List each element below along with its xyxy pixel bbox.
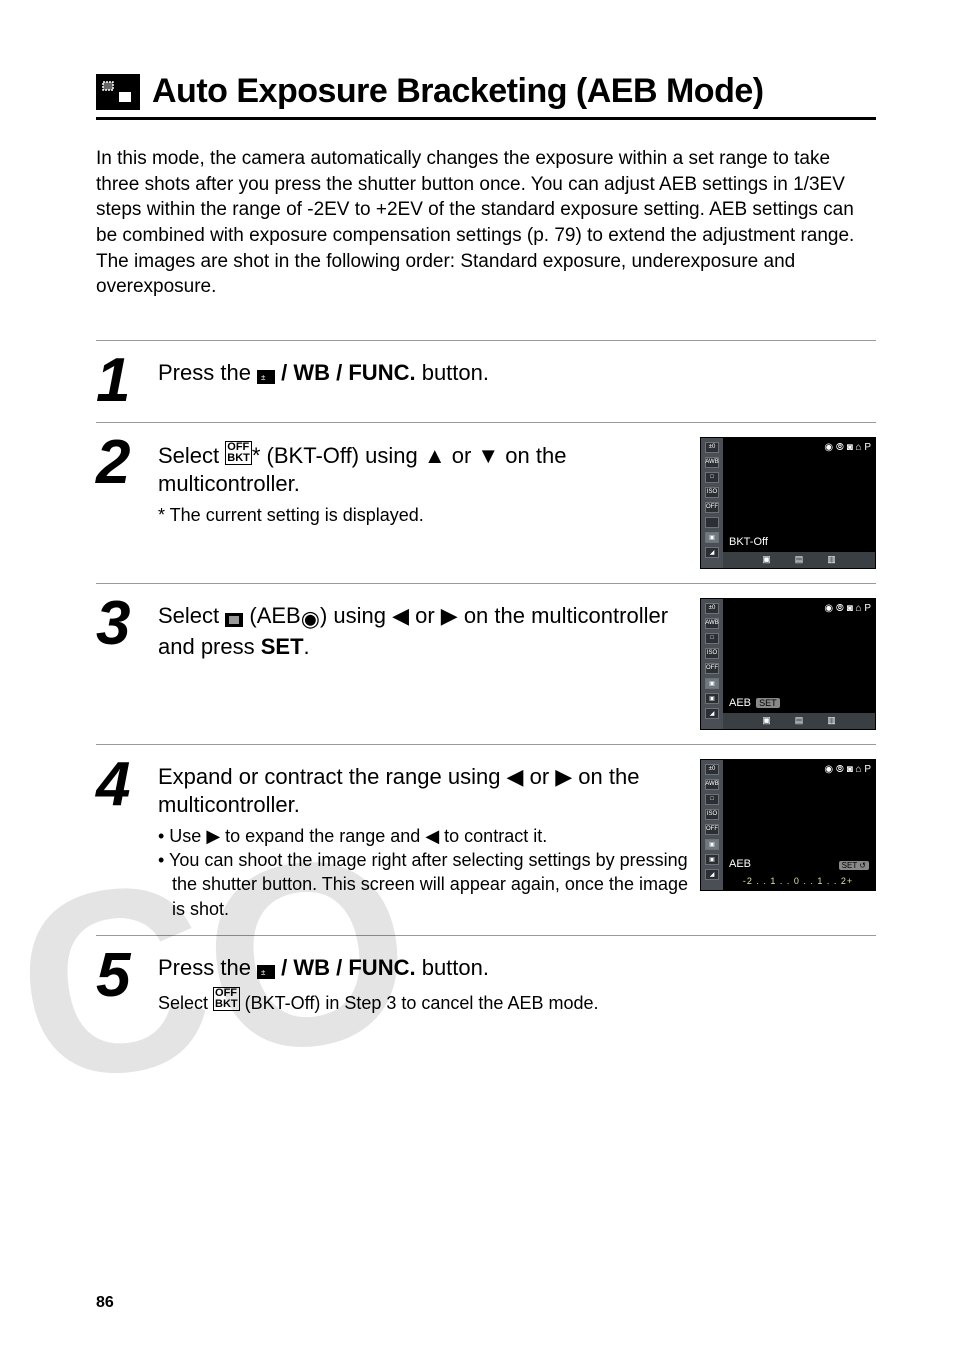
thumb-bottom-icon: ▣	[762, 554, 771, 565]
aeb-select-icon	[225, 613, 243, 627]
page-title-row: Auto Exposure Bracketing (AEB Mode)	[96, 72, 876, 120]
step-1-heading: Press the ± / WB / FUNC. button.	[158, 359, 876, 388]
step-4-heading: Expand or contract the range using ◀ or …	[158, 763, 692, 820]
thumb-top-right: ◉ ⦾ ◙ ⌂ P	[824, 442, 871, 453]
step-number: 4	[96, 759, 150, 812]
step-5-sub: Select OFFBKT (BKT-Off) in Step 3 to can…	[158, 987, 876, 1015]
ev-icon: ±	[257, 370, 275, 384]
step-5-heading: Press the ± / WB / FUNC. button.	[158, 954, 876, 983]
svg-text:±: ±	[261, 373, 266, 382]
step-1: 1 Press the ± / WB / FUNC. button.	[96, 340, 876, 422]
step-3-thumbnail: ±0 AWB □ ISO OFF ▣ ▣ ◢ ◉ ⦾ ◙ ⌂ P AEB SET…	[700, 598, 876, 730]
step-3-heading: Select (AEB◉) using ◀ or ▶ on the multic…	[158, 602, 692, 662]
thumb-bottom-icon: ▣	[762, 715, 771, 726]
thumb-bottom-bar: ▣ ▤ ▥	[723, 713, 875, 729]
svg-text:±: ±	[261, 968, 266, 977]
thumb-label: BKT-Off	[729, 536, 768, 548]
thumb-left-strip: ±0 AWB □ ISO OFF ▣ ▣ ◢	[701, 599, 723, 729]
step-4-thumbnail: ±0 AWB □ ISO OFF ▣ ▣ ◢ ◉ ⦾ ◙ ⌂ P AEB SET…	[700, 759, 876, 891]
thumb-ev-scale: -2 . . 1 . . 0 . . 1 . . 2+	[727, 876, 869, 886]
step-4: 4 Expand or contract the range using ◀ o…	[96, 744, 876, 935]
thumb-label: AEB SET	[729, 697, 780, 709]
thumb-bottom-icon: ▥	[827, 715, 836, 726]
step-5: 5 Press the ± / WB / FUNC. button. Selec…	[96, 935, 876, 1029]
step-4-bullet: • Use ▶ to expand the range and ◀ to con…	[158, 824, 692, 848]
step-2: 2 Select OFFBKT* (BKT-Off) using ▲ or ▼ …	[96, 422, 876, 583]
thumb-top-right: ◉ ⦾ ◙ ⌂ P	[824, 603, 871, 614]
step-number: 5	[96, 950, 150, 1003]
bkt-icon: OFFBKT	[225, 441, 252, 465]
bkt-icon: OFFBKT	[213, 987, 240, 1011]
step-2-thumbnail: ±0 AWB □ ISO OFF ▣ ◢ ◉ ⦾ ◙ ⌂ P BKT-Off ▣…	[700, 437, 876, 569]
step-2-heading: Select OFFBKT* (BKT-Off) using ▲ or ▼ on…	[158, 441, 692, 499]
step-number: 1	[96, 355, 150, 408]
aeb-eye-icon: ◉	[301, 605, 320, 634]
step-3: 3 Select (AEB◉) using ◀ or ▶ on the mult…	[96, 583, 876, 744]
step-4-bullet: • You can shoot the image right after se…	[158, 848, 692, 921]
thumb-bottom-icon: ▥	[827, 554, 836, 565]
thumb-set-tag: SET ↺	[839, 861, 869, 870]
page-number: 86	[96, 1294, 114, 1312]
aeb-mode-icon	[96, 74, 140, 110]
thumb-bottom-bar: ▣ ▤ ▥	[723, 552, 875, 568]
thumb-left-strip: ±0 AWB □ ISO OFF ▣ ◢	[701, 438, 723, 568]
thumb-bottom-icon: ▤	[795, 554, 804, 565]
thumb-bottom-icon: ▤	[795, 715, 804, 726]
thumb-label: AEB	[729, 858, 751, 870]
step-number: 2	[96, 437, 150, 490]
step-4-sub: • Use ▶ to expand the range and ◀ to con…	[158, 824, 692, 921]
page-title: Auto Exposure Bracketing (AEB Mode)	[152, 72, 764, 111]
intro-paragraph: In this mode, the camera automatically c…	[96, 146, 876, 300]
ev-icon: ±	[257, 965, 275, 979]
step-2-sub: * The current setting is displayed.	[158, 503, 692, 527]
step-number: 3	[96, 598, 150, 651]
thumb-left-strip: ±0 AWB □ ISO OFF ▣ ▣ ◢	[701, 760, 723, 890]
thumb-top-right: ◉ ⦾ ◙ ⌂ P	[824, 764, 871, 775]
